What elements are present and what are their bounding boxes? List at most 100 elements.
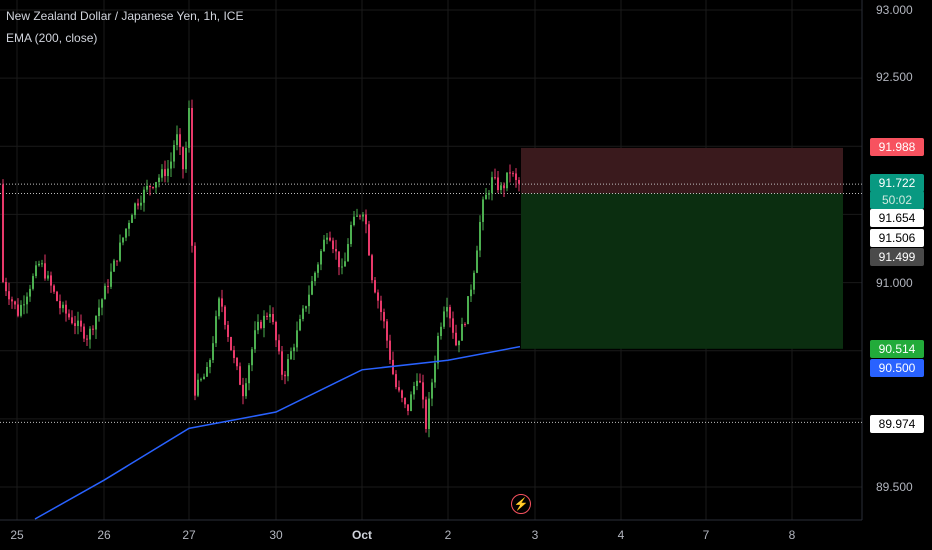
candle-body: [449, 307, 451, 319]
candle-body: [473, 272, 475, 290]
candle-body: [434, 363, 436, 383]
price-tick-label: 91.000: [876, 276, 913, 290]
price-tick-label: 93.000: [876, 3, 913, 17]
time-tick-label: 7: [702, 528, 710, 542]
candle-body: [308, 294, 310, 307]
candle-body: [380, 300, 382, 313]
candle-body: [413, 386, 415, 395]
candle-body: [74, 323, 76, 326]
candle-body: [272, 314, 274, 322]
candle-body: [317, 264, 319, 273]
candle-body: [86, 338, 88, 340]
candle-body: [338, 251, 340, 268]
time-tick-label: 4: [617, 528, 625, 542]
candle-body: [299, 318, 301, 331]
candle-body: [95, 316, 97, 330]
candle-body: [239, 366, 241, 385]
candle-body: [326, 237, 328, 240]
candle-body: [509, 172, 511, 174]
candle-body: [194, 245, 196, 396]
candle-body: [431, 382, 433, 399]
candle-body: [182, 147, 184, 170]
candle-body: [398, 387, 400, 391]
candle-body: [476, 250, 478, 273]
candle-body: [5, 282, 7, 292]
candle-body: [362, 214, 364, 217]
candle-body: [500, 185, 502, 191]
countdown-price-tag: 50:02: [870, 191, 924, 209]
candle-body: [350, 224, 352, 245]
candle-body: [200, 379, 202, 381]
candle-body: [62, 304, 64, 309]
candle-body: [128, 222, 130, 229]
candle-body: [305, 306, 307, 309]
candle-body: [245, 383, 247, 397]
price-tick-label: 92.500: [876, 70, 913, 84]
candle-body: [140, 202, 142, 206]
candle-body: [65, 304, 67, 314]
candle-body: [377, 292, 379, 301]
candle-body: [494, 177, 496, 179]
candle-body: [146, 185, 148, 190]
line-c-price-tag: 89.974: [870, 415, 924, 433]
last-price-price-tag: 91.722: [870, 174, 924, 192]
candle-body: [134, 203, 136, 216]
candle-body: [227, 324, 229, 337]
candle-body: [419, 380, 421, 383]
candle-body: [176, 134, 178, 146]
candle-body: [512, 173, 514, 175]
lightning-icon[interactable]: ⚡: [511, 494, 531, 514]
candle-body: [32, 276, 34, 289]
candle-body: [71, 317, 73, 324]
candle-body: [35, 265, 37, 277]
symbol-title[interactable]: New Zealand Dollar / Japanese Yen, 1h, I…: [6, 9, 244, 23]
candle-body: [452, 318, 454, 333]
candle-body: [143, 189, 145, 203]
candle-body: [155, 182, 157, 188]
candle-body: [188, 108, 190, 148]
candle-body: [278, 340, 280, 352]
candle-body: [335, 249, 337, 252]
candle-body: [110, 271, 112, 287]
candle-body: [68, 313, 70, 318]
candle-body: [260, 321, 262, 329]
take-profit-zone: [521, 193, 843, 349]
candle-body: [173, 145, 175, 162]
candle-body: [266, 315, 268, 317]
time-tick-label: 30: [269, 528, 283, 542]
candle-body: [209, 360, 211, 367]
candle-body: [14, 301, 16, 305]
candle-body: [152, 187, 154, 189]
candle-body: [302, 308, 304, 319]
candle-body: [341, 266, 343, 268]
candle-body: [371, 255, 373, 281]
candle-body: [206, 366, 208, 377]
candle-body: [395, 374, 397, 388]
candle-body: [131, 215, 133, 223]
candle-body: [125, 228, 127, 238]
candle-body: [257, 321, 259, 331]
candle-body: [251, 349, 253, 366]
candle-body: [47, 275, 49, 279]
candle-body: [281, 351, 283, 375]
crosshair-price-tag: 91.499: [870, 248, 924, 266]
candle-body: [422, 382, 424, 400]
candle-body: [161, 169, 163, 178]
candle-body: [440, 326, 442, 336]
time-tick-label: Oct: [351, 528, 373, 542]
candle-body: [470, 289, 472, 297]
candle-body: [191, 108, 193, 246]
indicator-legend[interactable]: EMA (200, close): [6, 31, 98, 45]
candle-body: [104, 285, 106, 300]
line-b-price-tag: 91.506: [870, 229, 924, 247]
candle-body: [77, 320, 79, 326]
candle-body: [503, 185, 505, 189]
candle-body: [89, 328, 91, 340]
candle-body: [92, 328, 94, 330]
candle-body: [455, 332, 457, 346]
candle-body: [38, 263, 40, 266]
candle-body: [221, 298, 223, 307]
candle-body: [368, 224, 370, 256]
candle-body: [275, 321, 277, 341]
